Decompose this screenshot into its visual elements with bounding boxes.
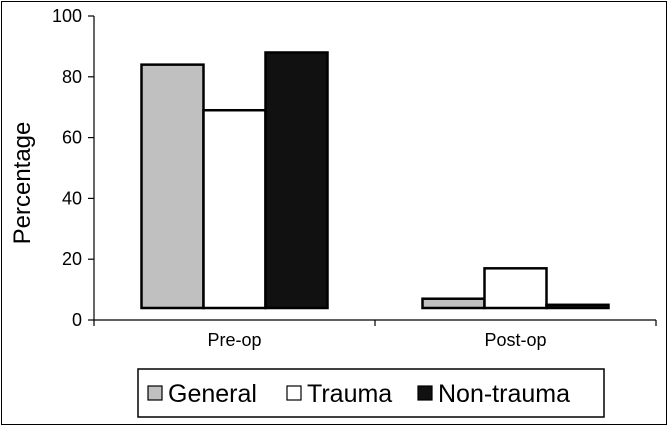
- x-category-label: Pre-op: [207, 330, 261, 350]
- y-tick-label: 0: [72, 310, 82, 330]
- legend-box: [137, 368, 605, 418]
- bar-general-pre-op: [140, 63, 205, 310]
- legend-swatch: [417, 385, 433, 401]
- legend-label: General: [168, 380, 257, 408]
- bars: [140, 51, 610, 310]
- x-category-labels: Pre-op Post-op: [207, 330, 546, 350]
- legend: General Trauma Non-trauma: [137, 368, 605, 418]
- legend-items: General Trauma Non-trauma: [147, 380, 570, 408]
- legend-label: Trauma: [307, 380, 392, 408]
- axes: [93, 16, 657, 326]
- y-tick-label: 60: [62, 128, 82, 148]
- y-axis-title: Percentage: [9, 122, 36, 245]
- legend-label: Non-trauma: [438, 380, 570, 408]
- bar-non-trauma-post-op: [545, 303, 610, 310]
- legend-swatch: [286, 385, 302, 401]
- bar-trauma-post-op: [483, 267, 548, 310]
- bar-non-trauma-pre-op: [264, 51, 329, 310]
- y-tick-label: 100: [52, 6, 82, 26]
- y-ticks: 0 20 40 60 80 100: [52, 6, 94, 330]
- x-category-label: Post-op: [484, 330, 546, 350]
- bar-general-post-op: [421, 297, 486, 310]
- y-tick-label: 80: [62, 67, 82, 87]
- y-tick-label: 40: [62, 188, 82, 208]
- y-tick-label: 20: [62, 249, 82, 269]
- legend-swatch: [147, 385, 163, 401]
- bar-trauma-pre-op: [202, 108, 267, 310]
